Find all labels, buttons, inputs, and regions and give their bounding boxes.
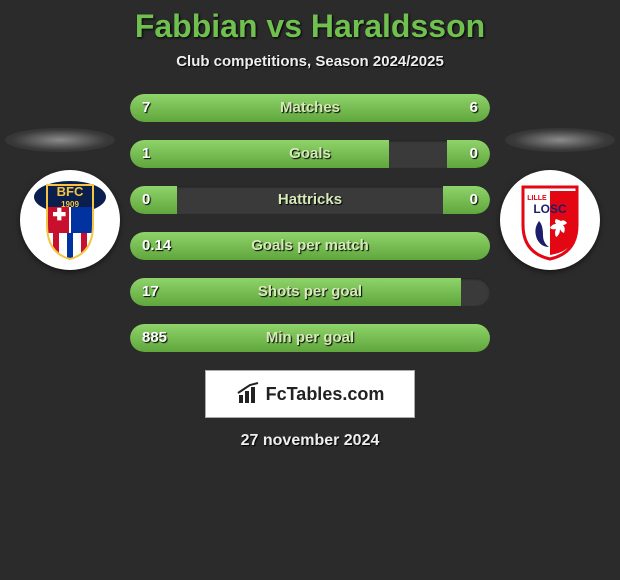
crest-shadow-left [5,128,115,152]
chart-icon [236,381,262,407]
svg-text:BFC: BFC [57,184,84,199]
stat-label: Min per goal [130,324,490,352]
crest-shadow-right [505,128,615,152]
stat-value-right: 0 [470,140,478,168]
stat-label: Matches [130,94,490,122]
page-title: Fabbian vs Haraldsson [0,0,620,45]
date-text: 27 november 2024 [0,432,620,450]
stat-row: 0 Hattricks 0 [130,186,490,214]
svg-text:LOSC: LOSC [533,202,567,216]
stat-label: Shots per goal [130,278,490,306]
stat-row: 1 Goals 0 [130,140,490,168]
stats-container: 7 Matches 6 1 Goals 0 0 Hattricks 0 0.14… [130,94,490,352]
stat-value-right: 0 [470,186,478,214]
lille-crest-icon: LILLE LOSC [507,177,593,263]
stat-value-right: 6 [470,94,478,122]
stat-row: 885 Min per goal [130,324,490,352]
branding-text: FcTables.com [266,384,385,405]
stat-row: 7 Matches 6 [130,94,490,122]
subtitle: Club competitions, Season 2024/2025 [0,53,620,70]
stat-label: Goals per match [130,232,490,260]
crest-right: LILLE LOSC [500,170,600,270]
stat-label: Hattricks [130,186,490,214]
stat-row: 0.14 Goals per match [130,232,490,260]
stat-label: Goals [130,140,490,168]
branding-box: FcTables.com [205,370,415,418]
stat-row: 17 Shots per goal [130,278,490,306]
bologna-crest-icon: BFC 1909 [27,177,113,263]
crest-left: BFC 1909 [20,170,120,270]
svg-text:LILLE: LILLE [527,195,547,202]
